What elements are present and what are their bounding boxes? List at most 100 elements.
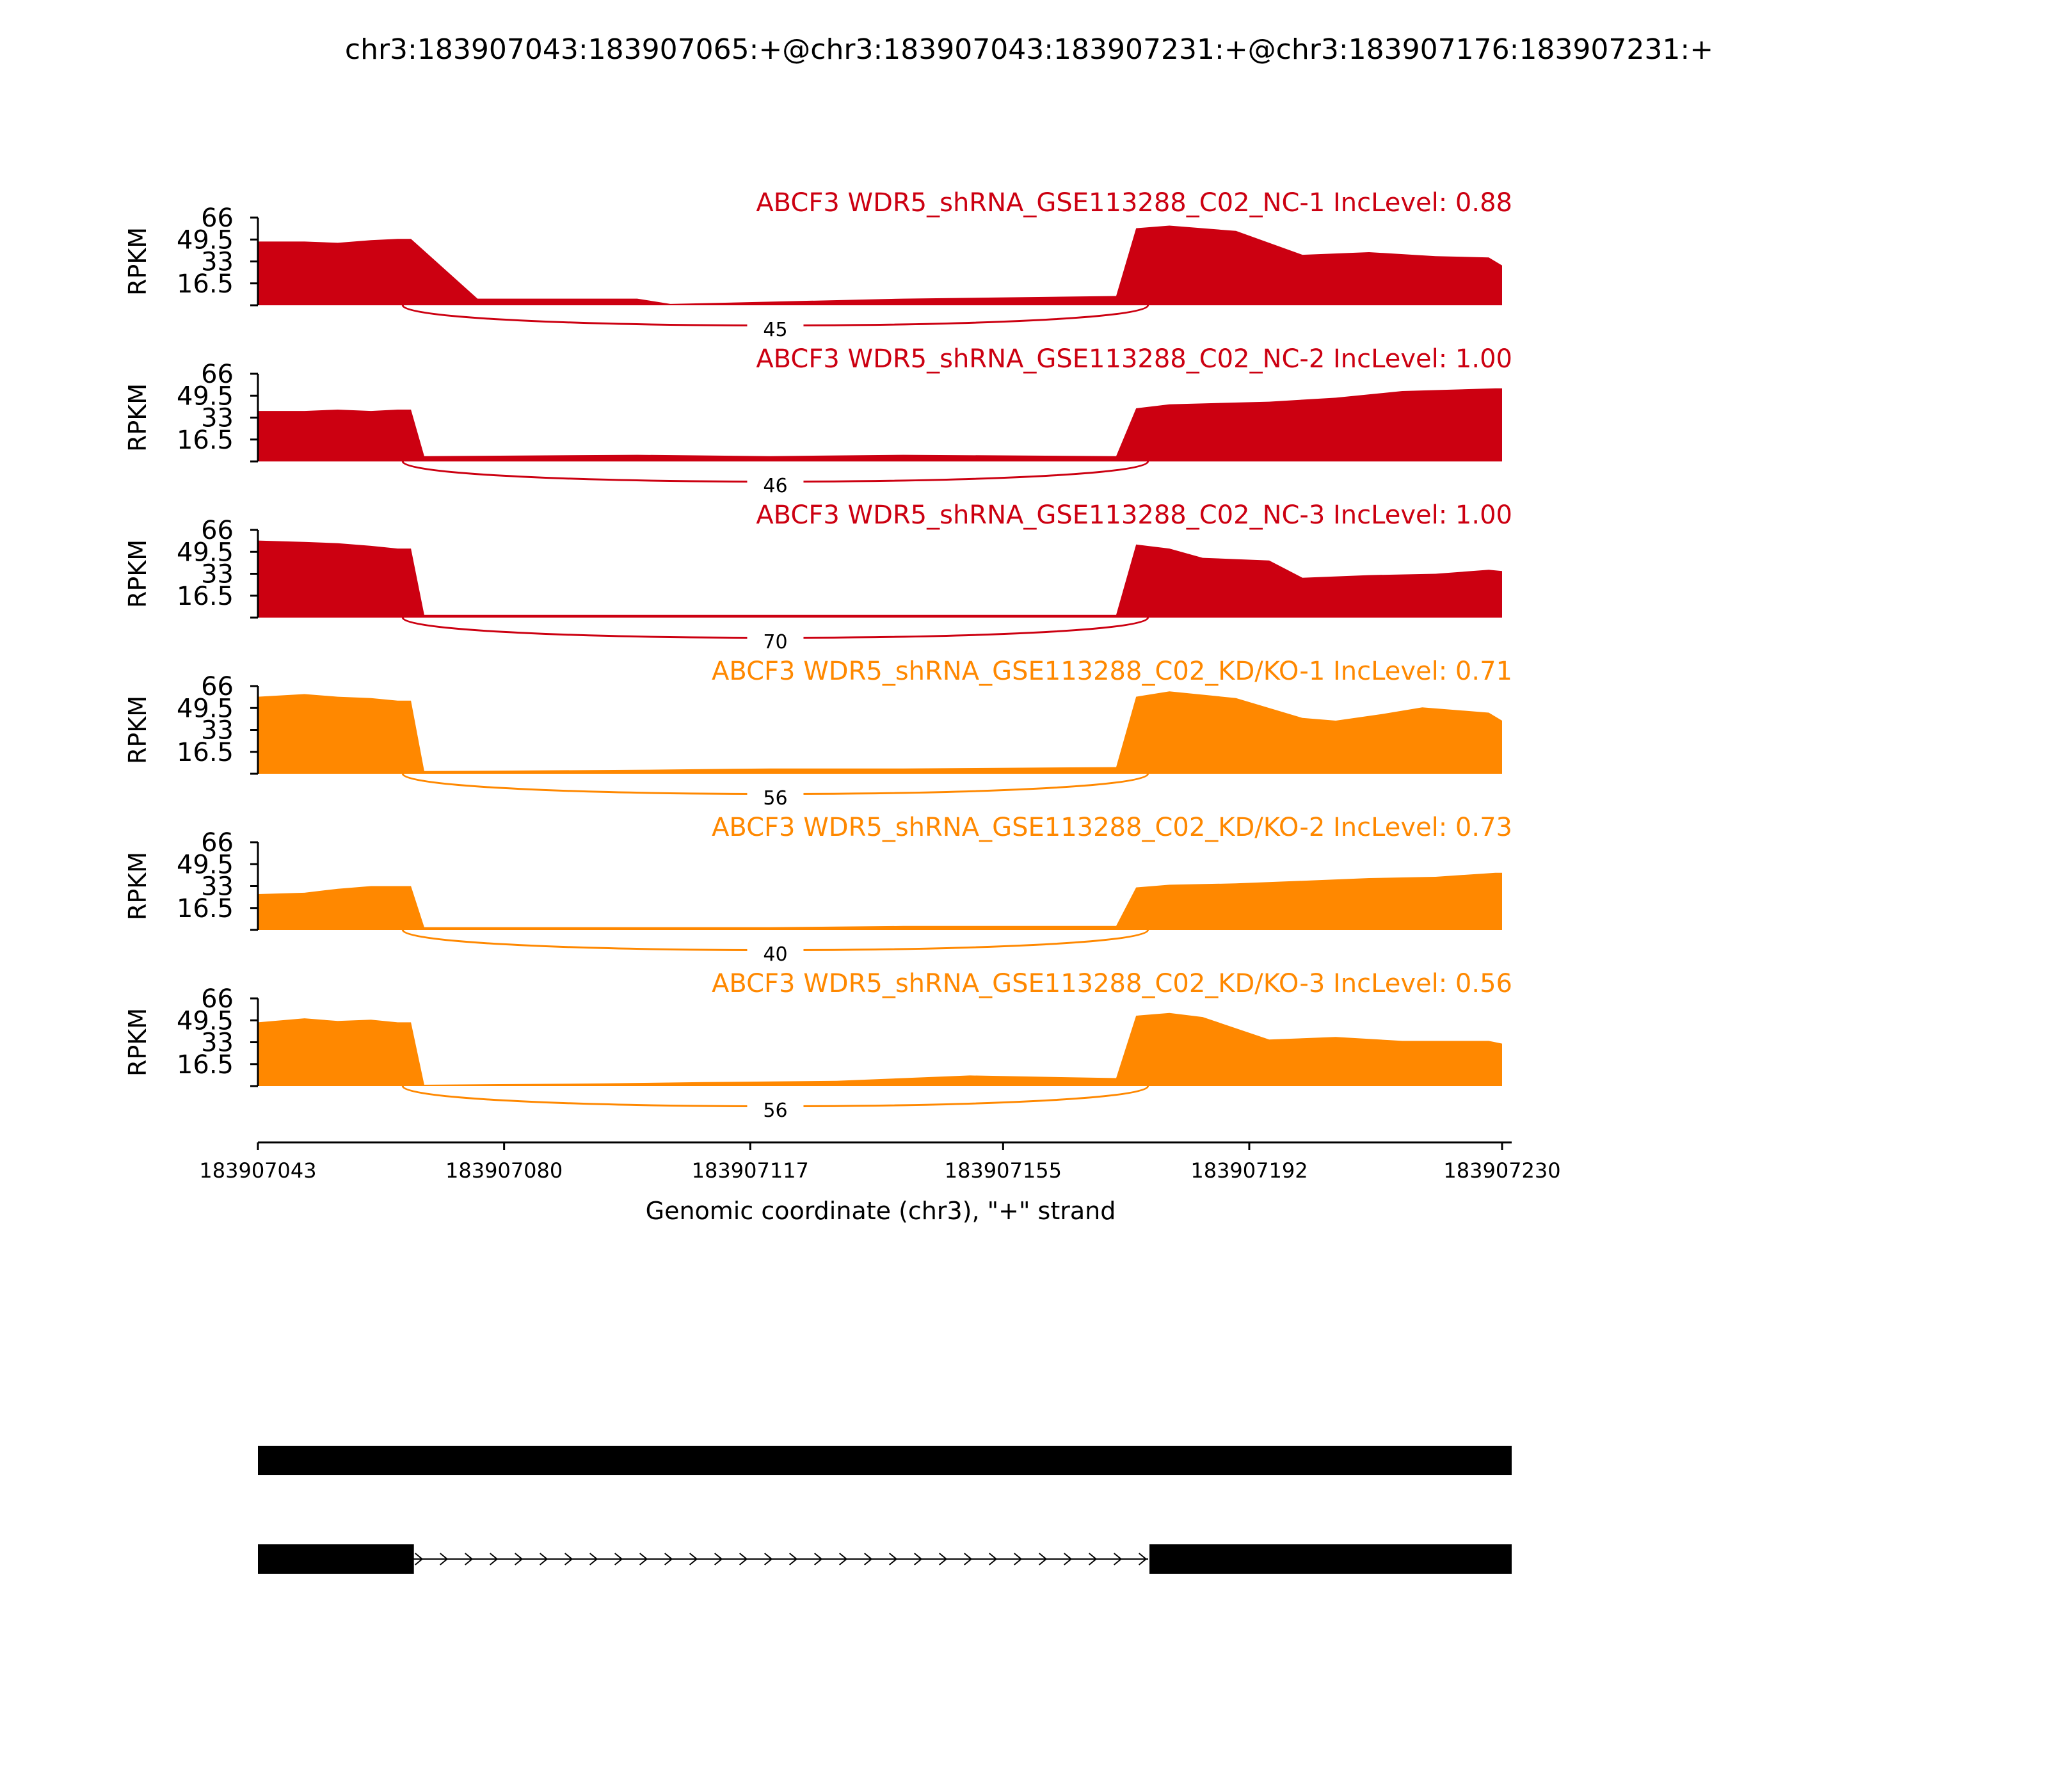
- y-tick-label: 49.5: [177, 1006, 234, 1036]
- sample-label: ABCF3 WDR5_shRNA_GSE113288_C02_KD/KO-1 I…: [712, 657, 1512, 686]
- intron-arrow: [989, 1553, 998, 1565]
- coverage-area: [258, 691, 1502, 774]
- y-tick-label: 33: [201, 248, 234, 277]
- intron-arrow: [1039, 1553, 1048, 1565]
- intron-arrow: [964, 1553, 973, 1565]
- intron-arrow: [814, 1553, 823, 1565]
- y-tick-label: 16.5: [177, 894, 234, 924]
- intron-arrow: [540, 1553, 548, 1565]
- y-axis-label: RPKM: [124, 383, 152, 452]
- y-tick-label: 66: [201, 516, 234, 545]
- intron-arrow: [914, 1553, 923, 1565]
- y-axis-label: RPKM: [124, 227, 152, 296]
- coverage-area: [258, 540, 1502, 618]
- exon-block: [258, 1544, 414, 1574]
- junction-count-box: [747, 1094, 804, 1122]
- junction-count-box: [747, 938, 804, 966]
- intron-arrow: [639, 1553, 648, 1565]
- y-tick-label: 49.5: [177, 381, 234, 411]
- intron-arrow: [939, 1553, 948, 1565]
- intron-arrow: [764, 1553, 773, 1565]
- intron-arrow: [664, 1553, 673, 1565]
- intron-arrow: [440, 1553, 449, 1565]
- intron-arrow: [564, 1553, 573, 1565]
- x-axis: 183907043 183907080 183907117 183907155 1839…: [199, 1141, 1561, 1183]
- junction-count: 56: [763, 1100, 787, 1122]
- junction-count: 70: [763, 631, 787, 653]
- junction-count-box: [747, 313, 804, 341]
- junction-count-box: [747, 625, 804, 653]
- intron-arrow: [714, 1553, 723, 1565]
- x-tick-label: 183907230: [1443, 1158, 1560, 1183]
- intron-arrow: [864, 1553, 873, 1565]
- x-tick-label: 183907117: [692, 1158, 809, 1183]
- intron-arrow: [839, 1553, 848, 1565]
- y-tick-label: 33: [201, 404, 234, 433]
- y-tick-label: 33: [201, 560, 234, 589]
- isoform: [258, 1446, 1512, 1475]
- x-tick-label: 183907080: [445, 1158, 563, 1183]
- junction-count: 45: [763, 319, 787, 341]
- chart-title: chr3:183907043:183907065:+@chr3:18390704…: [345, 33, 1713, 66]
- y-axis-label: RPKM: [124, 1008, 152, 1076]
- y-tick-label: 66: [201, 360, 234, 389]
- coverage-area: [258, 388, 1502, 461]
- y-tick-label: 33: [201, 716, 234, 746]
- intron-arrow: [739, 1553, 748, 1565]
- x-tick-label: 183907192: [1190, 1158, 1308, 1183]
- y-tick-label: 49.5: [177, 538, 234, 567]
- sample-label: ABCF3 WDR5_shRNA_GSE113288_C02_NC-2 IncL…: [756, 344, 1512, 374]
- y-tick-label: 66: [201, 828, 234, 858]
- coverage-area: [258, 225, 1502, 305]
- intron-arrow: [490, 1553, 499, 1565]
- y-axis-label: RPKM: [124, 696, 152, 764]
- y-tick-label: 49.5: [177, 850, 234, 879]
- intron-arrow: [1014, 1553, 1023, 1565]
- junction-count-box: [747, 781, 804, 810]
- y-tick-label: 16.5: [177, 582, 234, 611]
- sample-label: ABCF3 WDR5_shRNA_GSE113288_C02_NC-1 IncL…: [756, 188, 1512, 218]
- y-tick-label: 49.5: [177, 225, 234, 255]
- intron-arrow: [889, 1553, 898, 1565]
- y-tick-label: 16.5: [177, 738, 234, 767]
- junction-count-box: [747, 469, 804, 497]
- intron-arrow: [1139, 1553, 1148, 1565]
- intron-arrow: [614, 1553, 623, 1565]
- y-tick-label: 66: [201, 672, 234, 701]
- intron-arrow: [515, 1553, 524, 1565]
- coverage-area: [258, 1012, 1502, 1086]
- y-tick-label: 66: [201, 984, 234, 1014]
- junction-count: 40: [763, 943, 787, 966]
- intron-arrow: [1064, 1553, 1073, 1565]
- y-axis-label: RPKM: [124, 540, 152, 608]
- x-tick-label: 183907043: [199, 1158, 316, 1183]
- sample-label: ABCF3 WDR5_shRNA_GSE113288_C02_KD/KO-2 I…: [712, 813, 1512, 842]
- isoform: [258, 1544, 1512, 1574]
- exon-block: [1149, 1544, 1512, 1574]
- y-tick-label: 16.5: [177, 426, 234, 455]
- intron-arrow: [1114, 1553, 1123, 1565]
- intron-arrow: [465, 1553, 474, 1565]
- y-tick-label: 16.5: [177, 1050, 234, 1080]
- intron-arrow: [1089, 1553, 1098, 1565]
- x-tick-label: 183907155: [945, 1158, 1062, 1183]
- y-tick-label: 66: [201, 204, 234, 233]
- y-tick-label: 16.5: [177, 269, 234, 299]
- sample-label: ABCF3 WDR5_shRNA_GSE113288_C02_KD/KO-3 I…: [712, 969, 1512, 998]
- coverage-area: [258, 872, 1502, 930]
- junction-count: 56: [763, 787, 787, 810]
- sample-label: ABCF3 WDR5_shRNA_GSE113288_C02_NC-3 IncL…: [756, 500, 1512, 530]
- exon-block: [258, 1446, 1512, 1475]
- isoform-track: [258, 1446, 1512, 1574]
- y-axis-label: RPKM: [124, 852, 152, 920]
- x-axis-label: Genomic coordinate (chr3), "+" strand: [646, 1197, 1116, 1225]
- y-tick-label: 49.5: [177, 694, 234, 723]
